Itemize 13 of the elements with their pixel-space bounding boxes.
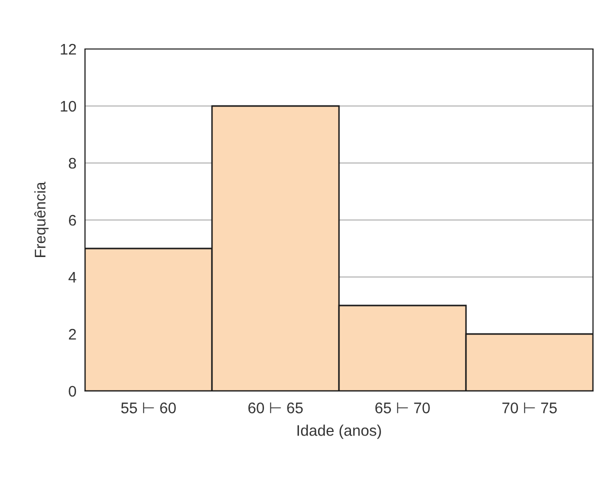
x-tick-label: 60 ⊢ 65	[248, 402, 303, 414]
y-tick-label: 8	[68, 158, 76, 169]
y-tick-label: 0	[68, 386, 76, 397]
y-tick-label: 10	[60, 100, 76, 112]
x-tick-label: 55 ⊢ 60	[121, 402, 176, 414]
y-tick-label: 2	[68, 328, 76, 340]
x-tick-label: 65 ⊢ 70	[375, 402, 430, 414]
y-tick-label: 12	[60, 44, 76, 55]
y-tick-label: 6	[68, 214, 76, 226]
x-tick-label: 70 ⊢ 75	[502, 402, 557, 414]
y-axis-title: Frequência	[34, 182, 49, 257]
y-tick-label: 4	[68, 272, 76, 283]
x-axis-title: Idade (anos)	[298, 424, 381, 439]
